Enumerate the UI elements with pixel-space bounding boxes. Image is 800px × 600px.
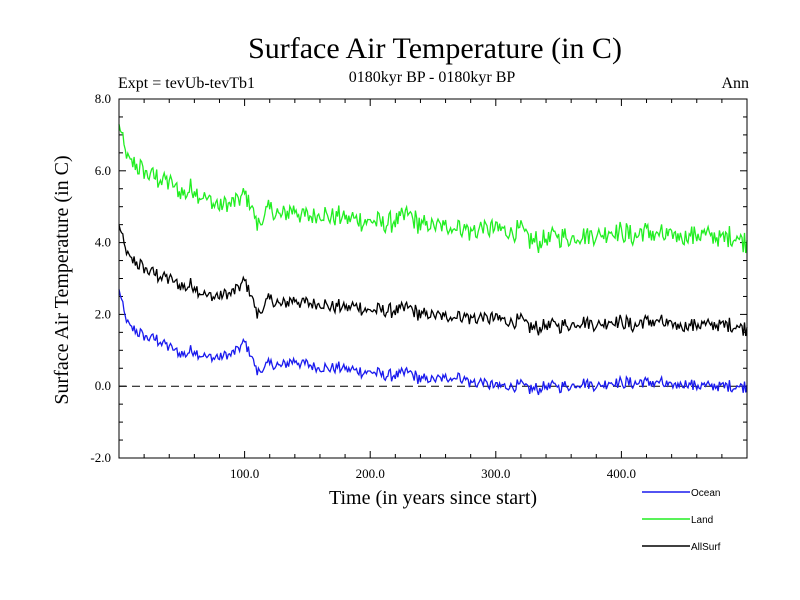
y-tick-label: -2.0 [90, 450, 111, 465]
legend-label-ocean: Ocean [691, 488, 720, 499]
series-line-land [118, 123, 748, 254]
series-line-allsurf [118, 224, 748, 337]
x-tick-label: 200.0 [356, 466, 385, 481]
x-axis-ticks: 100.0 200.0 300.0 400.0 [143, 99, 723, 481]
y-axis-ticks: -2.0 0.0 2.0 4.0 6.0 8.0 [90, 91, 747, 465]
series-lines [118, 123, 748, 396]
experiment-label: Expt = tevUb-tevTb1 [118, 75, 255, 92]
y-tick-label: 8.0 [95, 91, 111, 106]
x-tick-label: 300.0 [481, 466, 510, 481]
y-tick-label: 6.0 [95, 163, 111, 178]
x-axis-label: Time (in years since start) [329, 487, 537, 509]
period-label: 0180kyr BP - 0180kyr BP [349, 69, 516, 86]
series-line-ocean [118, 289, 748, 396]
chart-title: Surface Air Temperature (in C) [248, 32, 622, 65]
plot-frame [118, 98, 748, 459]
x-tick-label: 400.0 [607, 466, 636, 481]
legend: Ocean Land AllSurf [642, 488, 721, 553]
y-tick-label: 2.0 [95, 306, 111, 321]
y-tick-label: 4.0 [95, 235, 111, 250]
y-axis-label: Surface Air Temperature (in C) [51, 155, 73, 404]
y-tick-label: 0.0 [95, 378, 111, 393]
legend-label-allsurf: AllSurf [691, 542, 721, 553]
x-tick-label: 100.0 [230, 466, 259, 481]
legend-label-land: Land [691, 515, 713, 526]
season-label: Ann [721, 75, 749, 92]
